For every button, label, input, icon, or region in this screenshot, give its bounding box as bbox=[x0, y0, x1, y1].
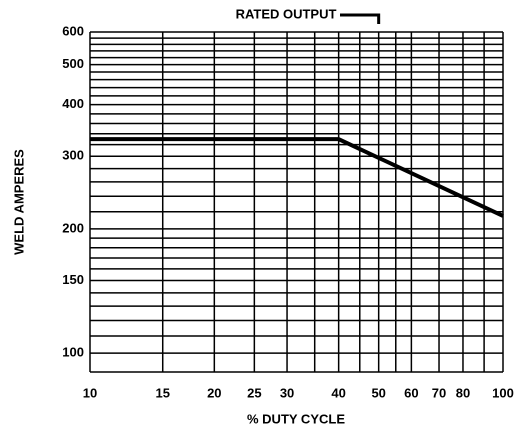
annotation-arrow bbox=[340, 13, 381, 24]
x-tick-label: 50 bbox=[371, 385, 385, 400]
y-tick-label: 150 bbox=[62, 272, 84, 287]
x-tick-label: 15 bbox=[155, 385, 169, 400]
x-tick-label: 10 bbox=[83, 385, 97, 400]
x-tick-label: 80 bbox=[456, 385, 470, 400]
y-tick-label: 400 bbox=[62, 96, 84, 111]
x-tick-label: 100 bbox=[492, 385, 514, 400]
y-axis-label: WELD AMPERES bbox=[11, 149, 26, 255]
y-tick-label: 600 bbox=[62, 23, 84, 38]
x-tick-label: 25 bbox=[247, 385, 261, 400]
x-axis-label: % DUTY CYCLE bbox=[247, 411, 345, 426]
line-series bbox=[90, 137, 504, 218]
annotation: RATED OUTPUT bbox=[236, 6, 337, 21]
y-tick-label: 200 bbox=[62, 220, 84, 235]
y-tick-label: 500 bbox=[62, 56, 84, 71]
y-tick-label: 100 bbox=[62, 345, 84, 360]
y-tick-label: 300 bbox=[62, 148, 84, 163]
x-tick-label: 60 bbox=[404, 385, 418, 400]
x-tick-label: 70 bbox=[432, 385, 446, 400]
x-tick-label: 30 bbox=[280, 385, 294, 400]
x-tick-label: 40 bbox=[331, 385, 345, 400]
x-tick-label: 20 bbox=[207, 385, 221, 400]
